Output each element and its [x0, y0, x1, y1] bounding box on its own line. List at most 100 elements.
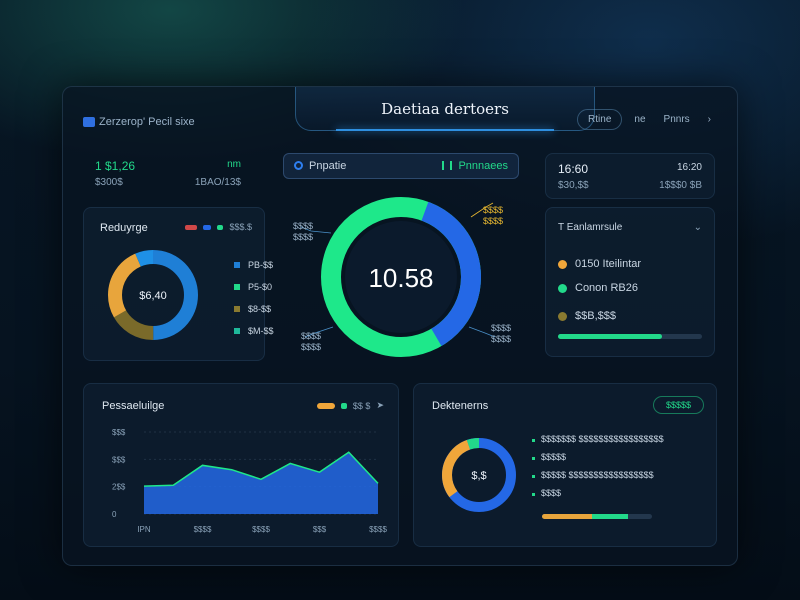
y-tick-label: $$$	[112, 455, 126, 464]
left-legend-item: PB-$$	[234, 260, 274, 270]
callout-tr: $$$$ $$$$	[483, 205, 504, 226]
left-donut-seg-olive	[108, 250, 198, 340]
tab-1[interactable]: ne	[634, 114, 646, 125]
stat-card-right: 16:60 16:20 $30,$$ 1$$$0 $B	[545, 153, 715, 199]
x-tick-label: IPN	[137, 525, 151, 534]
stat-left-sub1: $300$	[95, 177, 123, 188]
x-tick-label: $$$	[313, 525, 327, 534]
callout-tl: $$$$ $$$$	[293, 221, 314, 242]
dist-donut-seg-green	[442, 438, 516, 512]
dist-item: $$$$$	[532, 452, 664, 462]
top-tabs: Rtine ne Pnnrs ›	[577, 109, 717, 130]
title-bar: Zerzerop' Pecil sixe Daetiaa dertoers Rt…	[63, 87, 737, 133]
left-donut-value: $6,40	[139, 290, 167, 302]
left-donut: $6,40	[108, 250, 198, 340]
left-donut-seg-blue2	[108, 250, 198, 340]
distribution-donut: $,$	[442, 438, 516, 512]
stat-left-sub2: 1BAO/13$	[194, 177, 241, 188]
stat-left-value: 1 $1,26	[95, 159, 136, 173]
dist-progress-orange	[542, 514, 592, 519]
dist-item: $$$$$ $$$$$$$$$$$$$$$$$	[532, 470, 664, 480]
right-card-head: T Eanlamrsule ⌄	[558, 222, 702, 233]
callout-bl: $$$$ $$$$	[301, 331, 322, 352]
tab-0[interactable]: Rtine	[577, 109, 623, 130]
legend-chip-green	[217, 224, 224, 230]
area-chart-card: Pessaeluilge $$ $ ➤ 0 2$$ $$$ $$$ IPN $$$$ $$$…	[83, 383, 399, 547]
stat-right-value: 16:60	[558, 162, 589, 176]
stat-right-sub1: $30,$$	[558, 180, 589, 191]
center-header-left: Pnpatie	[294, 160, 346, 172]
green-dot-icon	[558, 283, 567, 293]
right-progress-track	[558, 334, 702, 339]
stat-right-sub2: 1$$$0 $B	[659, 180, 702, 191]
tab-2[interactable]: Pnnrs	[663, 114, 690, 125]
center-header-right-label: Pnnnaees	[458, 160, 508, 172]
left-legend-list: PB-$$ P5-$0 $8-$$ $M-$$	[234, 260, 274, 348]
y-tick-label: 0	[112, 510, 117, 519]
center-header-right: Pnnnaees	[442, 160, 508, 172]
center-header-left-label: Pnpatie	[309, 160, 347, 172]
right-progress-fill	[558, 334, 662, 339]
title-glow	[336, 129, 554, 131]
area-chart-title: Pessaeluilge	[102, 400, 165, 412]
right-row: Conon RB26	[558, 282, 638, 294]
center-donut-value: 10.58	[368, 263, 433, 293]
title-notch: Daetiaa dertoers	[295, 87, 595, 131]
dist-item: $$$$$$$ $$$$$$$$$$$$$$$$$	[532, 434, 664, 444]
center-header[interactable]: Pnpatie Pnnnaees	[283, 153, 519, 179]
area-series-line	[143, 451, 379, 487]
dist-donut-value: $,$	[471, 470, 486, 482]
x-tick-label: $$$$	[252, 525, 270, 534]
left-donut-seg-orange	[108, 250, 198, 340]
dashboard-frame: Zerzerop' Pecil sixe Daetiaa dertoers Rt…	[62, 86, 738, 566]
more-icon[interactable]: ›	[707, 114, 711, 125]
left-legend-label: $$$.$	[229, 222, 252, 232]
brand-label: Zerzerop' Pecil sixe	[99, 116, 195, 128]
arrow-right-icon[interactable]: ➤	[376, 400, 384, 410]
left-donut-card: Reduyrge $$$.$ $6,40 PB-$$ P5-$0 $8-$$ $…	[83, 207, 274, 361]
brand[interactable]: Zerzerop' Pecil sixe	[83, 116, 195, 128]
dist-donut-seg-orange	[442, 438, 516, 512]
stat-right-badge: 16:20	[676, 162, 702, 173]
legend-chip-blue	[203, 224, 212, 230]
logo-icon	[83, 117, 95, 127]
dist-progress	[542, 514, 652, 519]
distribution-button[interactable]: $$$$$	[652, 396, 704, 414]
legend-chip-green	[340, 402, 347, 409]
center-donut-hole	[345, 221, 457, 333]
left-legend-item: $M-$$	[234, 326, 274, 336]
right-card-title: T Eanlamrsule	[558, 222, 623, 233]
right-row: $$B,$$$	[558, 310, 616, 322]
x-tick-label: $$$$	[194, 525, 212, 534]
left-card-title: Reduyrge	[100, 222, 148, 234]
area-chart: 02$$$$$$$$IPN $$$$ $$$$ $$$ $$$$	[112, 428, 387, 534]
x-tick-label: $$$$	[369, 525, 387, 534]
y-tick-label: $$$	[112, 428, 126, 437]
area-legend-label: $$ $	[352, 400, 371, 411]
callout-br: $$$$ $$$$	[491, 323, 512, 344]
center-donut: 10.58	[300, 197, 496, 357]
right-card: T Eanlamrsule ⌄ 0150 Iteilintar Conon RB…	[545, 207, 715, 357]
stat-left-badge: nm	[227, 159, 241, 170]
olive-dot-icon	[558, 311, 567, 321]
legend-chip-red	[185, 224, 198, 230]
right-row: 0150 Iteilintar	[558, 258, 641, 270]
left-legend-item: P5-$0	[234, 282, 274, 292]
area-chart-legend: $$ $ ➤	[316, 400, 384, 411]
dist-item: $$$$	[532, 488, 664, 498]
orange-dot-icon	[558, 259, 567, 269]
dist-progress-green	[591, 514, 628, 519]
legend-chip-orange	[316, 402, 335, 409]
distribution-list: $$$$$$$ $$$$$$$$$$$$$$$$$ $$$$$ $$$$$ $$…	[532, 434, 664, 506]
bars-icon	[442, 161, 453, 170]
chevron-down-icon[interactable]: ⌄	[693, 222, 702, 233]
page-title: Daetiaa dertoers	[381, 100, 509, 118]
distribution-card: Dektenerns $$$$$ $,$ $$$$$$$ $$$$$$$$$$$…	[413, 383, 717, 547]
left-card-legend: $$$.$	[185, 222, 252, 232]
distribution-title: Dektenerns	[432, 400, 489, 412]
left-legend-item: $8-$$	[234, 304, 274, 314]
stat-card-left: 1 $1,26 nm $300$ 1BAO/13$	[83, 153, 253, 199]
area-series	[144, 452, 378, 514]
circle-icon	[294, 161, 303, 170]
y-tick-label: 2$$	[112, 483, 126, 492]
